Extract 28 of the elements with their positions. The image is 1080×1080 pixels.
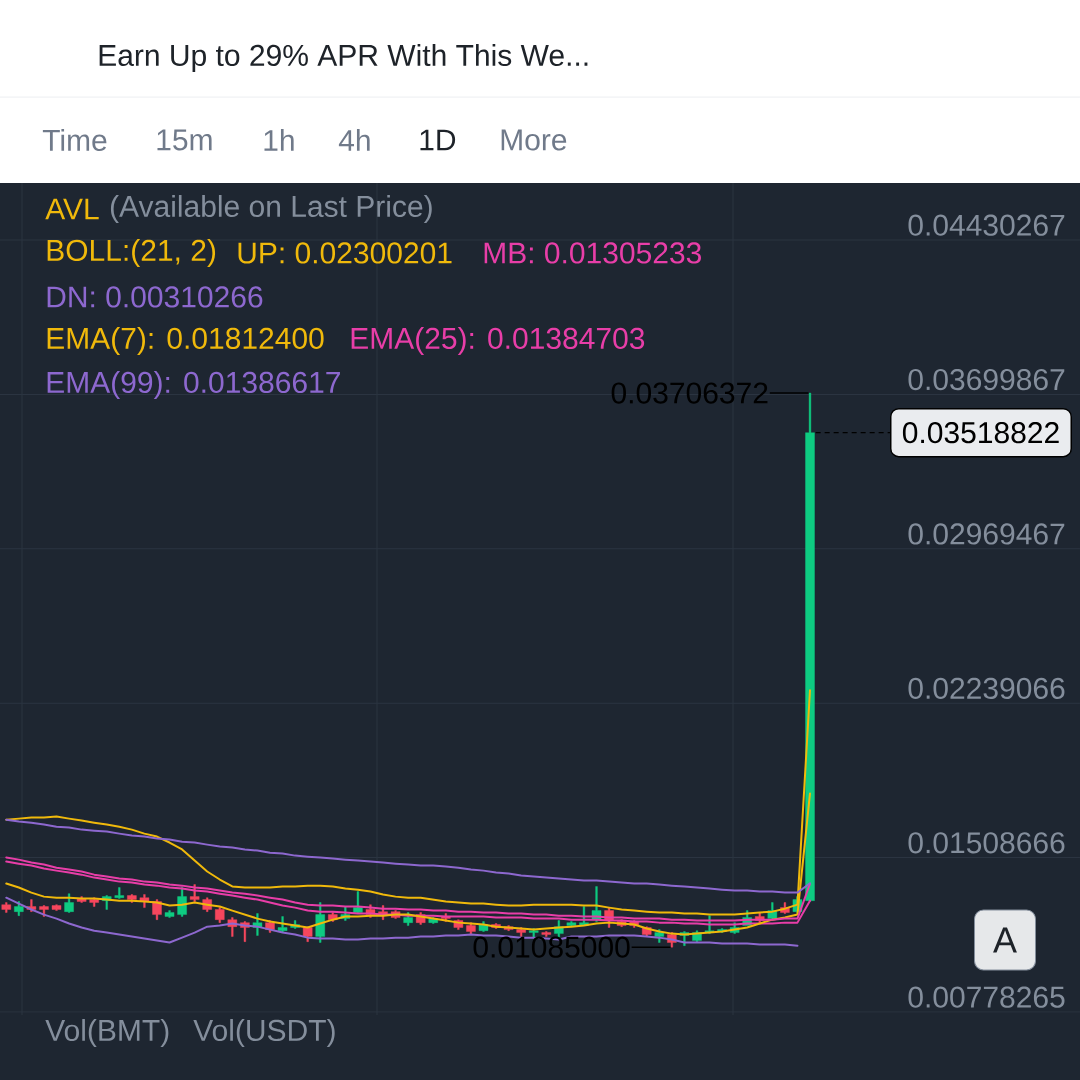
y-tick-label: 0.02239066 — [908, 677, 1065, 699]
annotation: 0.01085000 — [473, 936, 630, 958]
y-tick-label: 0.04430267 — [908, 214, 1065, 236]
text: 4h — [338, 129, 370, 151]
annotation: AVL — [45, 198, 99, 220]
text: Earn Up to 29% APR With This We... — [99, 44, 588, 72]
y-tick-label: 0.02969467 — [908, 523, 1065, 545]
annotation: UP: 0.02300201 — [238, 242, 452, 264]
annotation: BOLL:(21, 2) — [47, 239, 216, 267]
text: 0.03518822 — [902, 422, 1059, 444]
annotation: EMA(25): 0.01384703 — [351, 327, 645, 355]
y-tick-label: 0.03699867 — [908, 368, 1065, 391]
text: A — [993, 927, 1017, 953]
text: Time — [42, 128, 107, 152]
y-tick-label: 0.01508666 — [908, 832, 1065, 854]
text: 1D — [420, 129, 456, 151]
annotation: DN: 0.00310266 — [47, 286, 263, 308]
annotation: EMA(99): 0.01386617 — [47, 371, 340, 399]
text: Vol(BMT) — [45, 1019, 169, 1047]
annotation: MB: 0.01305233 — [484, 242, 701, 264]
text: Vol(USDT) — [193, 1019, 335, 1047]
annotation: (Available on Last Price) — [110, 195, 432, 223]
text: 15m — [157, 129, 212, 151]
text: More — [501, 129, 567, 151]
annotation: 0.03706372 — [611, 382, 768, 404]
text: 1h — [264, 129, 294, 151]
annotation: EMA(7): 0.01812400 — [47, 327, 324, 355]
y-tick-label: 0.00778265 — [908, 986, 1065, 1008]
